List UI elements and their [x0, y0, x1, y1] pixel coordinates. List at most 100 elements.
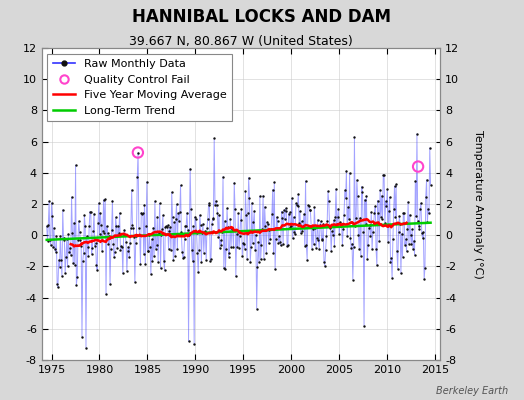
Point [398, 230, 406, 237]
Point [365, 225, 373, 232]
Point [359, 229, 367, 235]
Point [413, 130, 421, 137]
Point [219, 174, 227, 180]
Point [244, 210, 252, 216]
Point [99, 228, 107, 234]
Point [146, 244, 154, 250]
Point [213, 209, 222, 216]
Point [200, 249, 208, 256]
Point [422, 176, 431, 183]
Point [416, 206, 424, 212]
Point [165, 228, 173, 234]
Point [270, 179, 278, 186]
Point [193, 250, 202, 256]
Point [376, 187, 384, 194]
Point [102, 291, 110, 297]
Point [354, 232, 363, 238]
Point [253, 305, 261, 312]
Point [155, 230, 163, 237]
Point [227, 226, 236, 232]
Point [245, 174, 253, 181]
Point [392, 248, 401, 254]
Point [66, 245, 74, 251]
Point [133, 174, 141, 180]
Point [42, 223, 51, 229]
Point [310, 204, 319, 210]
Point [165, 246, 173, 252]
Point [399, 210, 408, 216]
Point [192, 230, 201, 236]
Point [336, 222, 345, 229]
Point [301, 242, 309, 249]
Point [395, 229, 403, 235]
Point [296, 208, 304, 215]
Point [184, 338, 193, 344]
Point [234, 210, 243, 216]
Point [315, 246, 323, 252]
Point [70, 220, 78, 226]
Point [388, 275, 396, 282]
Point [147, 271, 155, 277]
Point [62, 236, 71, 242]
Point [101, 196, 110, 202]
Point [343, 233, 352, 240]
Point [265, 240, 273, 246]
Point [342, 168, 351, 174]
Point [141, 261, 149, 268]
Point [357, 184, 366, 190]
Point [222, 246, 231, 252]
Point [80, 250, 88, 256]
Point [177, 182, 185, 188]
Point [252, 232, 260, 238]
Point [151, 198, 159, 204]
Point [125, 254, 134, 260]
Point [391, 214, 399, 220]
Point [54, 257, 63, 263]
Point [350, 134, 358, 140]
Point [414, 222, 423, 229]
Point [358, 188, 367, 195]
Point [115, 210, 124, 216]
Point [58, 273, 66, 279]
Point [293, 202, 302, 209]
Point [77, 242, 85, 249]
Point [230, 180, 238, 186]
Point [91, 240, 100, 246]
Point [410, 237, 418, 244]
Point [48, 212, 57, 219]
Point [115, 230, 123, 236]
Point [225, 249, 234, 256]
Point [411, 178, 420, 184]
Point [227, 244, 235, 250]
Point [333, 221, 341, 227]
Point [151, 246, 160, 252]
Point [171, 252, 179, 259]
Point [60, 234, 69, 241]
Point [419, 229, 428, 235]
Point [176, 209, 184, 216]
Point [352, 215, 360, 221]
Point [118, 270, 127, 276]
Point [379, 172, 387, 178]
Point [420, 276, 428, 282]
Point [327, 248, 335, 254]
Point [153, 214, 161, 220]
Point [308, 246, 316, 252]
Point [122, 238, 130, 245]
Point [50, 224, 58, 231]
Point [344, 204, 352, 210]
Point [403, 226, 411, 232]
Point [106, 246, 115, 252]
Point [237, 206, 246, 212]
Point [277, 242, 285, 249]
Point [152, 242, 161, 248]
Point [404, 198, 412, 205]
Point [233, 230, 241, 237]
Point [338, 242, 346, 248]
Point [339, 226, 347, 232]
Point [342, 195, 350, 201]
Point [285, 210, 293, 217]
Point [224, 254, 233, 260]
Point [119, 232, 128, 238]
Point [93, 267, 102, 274]
